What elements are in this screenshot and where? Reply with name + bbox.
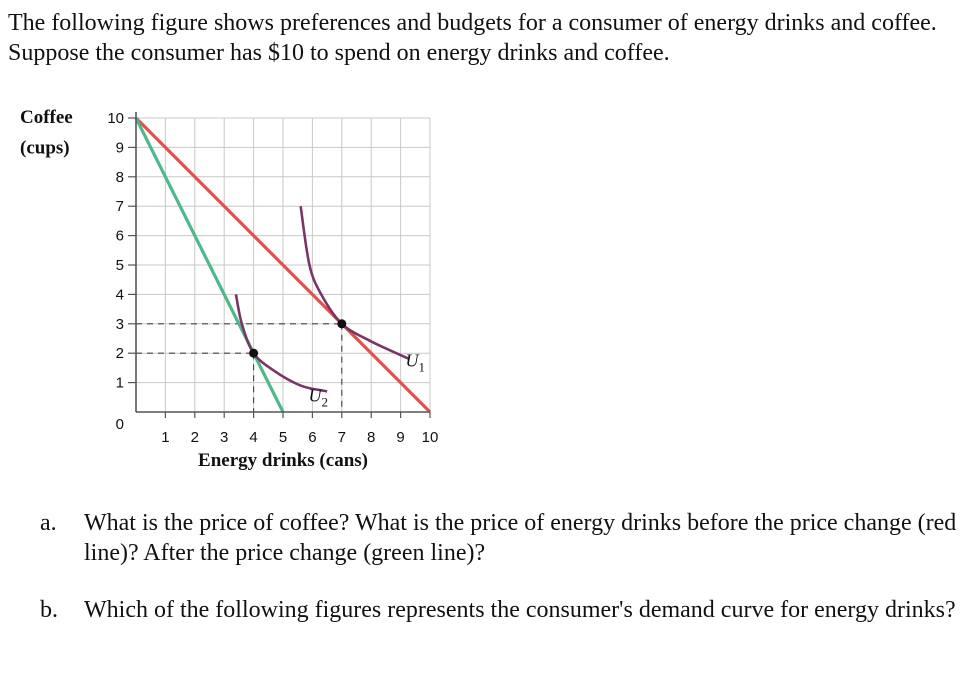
optimal-point [249,348,259,358]
x-axis-title: Energy drinks (cans) [198,450,368,471]
x-tick-label: 4 [249,429,257,446]
budget-indifference-chart: 1 2 3 4 5 6 7 8 9 10 1 2 3 4 5 6 7 8 9 10 0 Coffee (cups) Energ… [20,107,438,471]
budget-lines [134,116,432,414]
y-tick-label: 5 [116,257,124,274]
y-axis-title-unit: (cups) [20,137,70,158]
x-tick-label: 9 [396,429,404,446]
x-tick-label: 3 [220,429,228,446]
indifference-curve-1 [299,206,410,361]
question-list: a. What is the price of coffee? What is … [40,508,960,652]
x-tick-label: 5 [279,429,287,446]
y-tick-label: 9 [116,139,124,156]
chart-axes [128,112,431,418]
budget-line-red [134,116,432,414]
x-tick-label: 7 [338,429,346,446]
optimal-point [337,319,347,329]
x-tick-label: 8 [367,429,375,446]
y-tick-label: 2 [116,345,124,362]
indifference-curve-label: U1 [406,350,426,374]
y-axis-title: Coffee [20,107,73,128]
indifference-curves [234,206,410,393]
x-tick-label: 2 [191,429,199,446]
problem-intro: The following figure shows preferences a… [8,10,937,66]
question-letter: a. [40,510,57,536]
budget-line-green [134,117,285,413]
y-tick-label: 8 [116,169,124,186]
y-tick-label: 4 [116,286,124,303]
question-a: a. What is the price of coffee? What is … [40,508,960,568]
x-tick-label: 1 [161,429,169,446]
indifference-curve-label: U2 [309,386,329,410]
y-tick-label: 6 [116,228,124,245]
question-letter: b. [40,597,58,623]
x-tick-label: 6 [308,429,316,446]
chart-labels: 1 2 3 4 5 6 7 8 9 10 1 2 3 4 5 6 7 8 9 10 0 Coffee (cups) Energ… [20,107,438,471]
y-tick-label: 10 [107,110,124,127]
origin-label: 0 [116,416,124,433]
y-tick-label: 1 [116,375,124,392]
x-tick-label: 10 [422,429,439,446]
y-tick-label: 3 [116,316,124,333]
question-text: Which of the following figures represent… [84,597,956,623]
question-text: What is the price of coffee? What is the… [84,510,957,566]
y-tick-label: 7 [116,198,124,215]
question-b: b. Which of the following figures repres… [40,595,960,625]
indifference-curve-2 [234,294,328,393]
